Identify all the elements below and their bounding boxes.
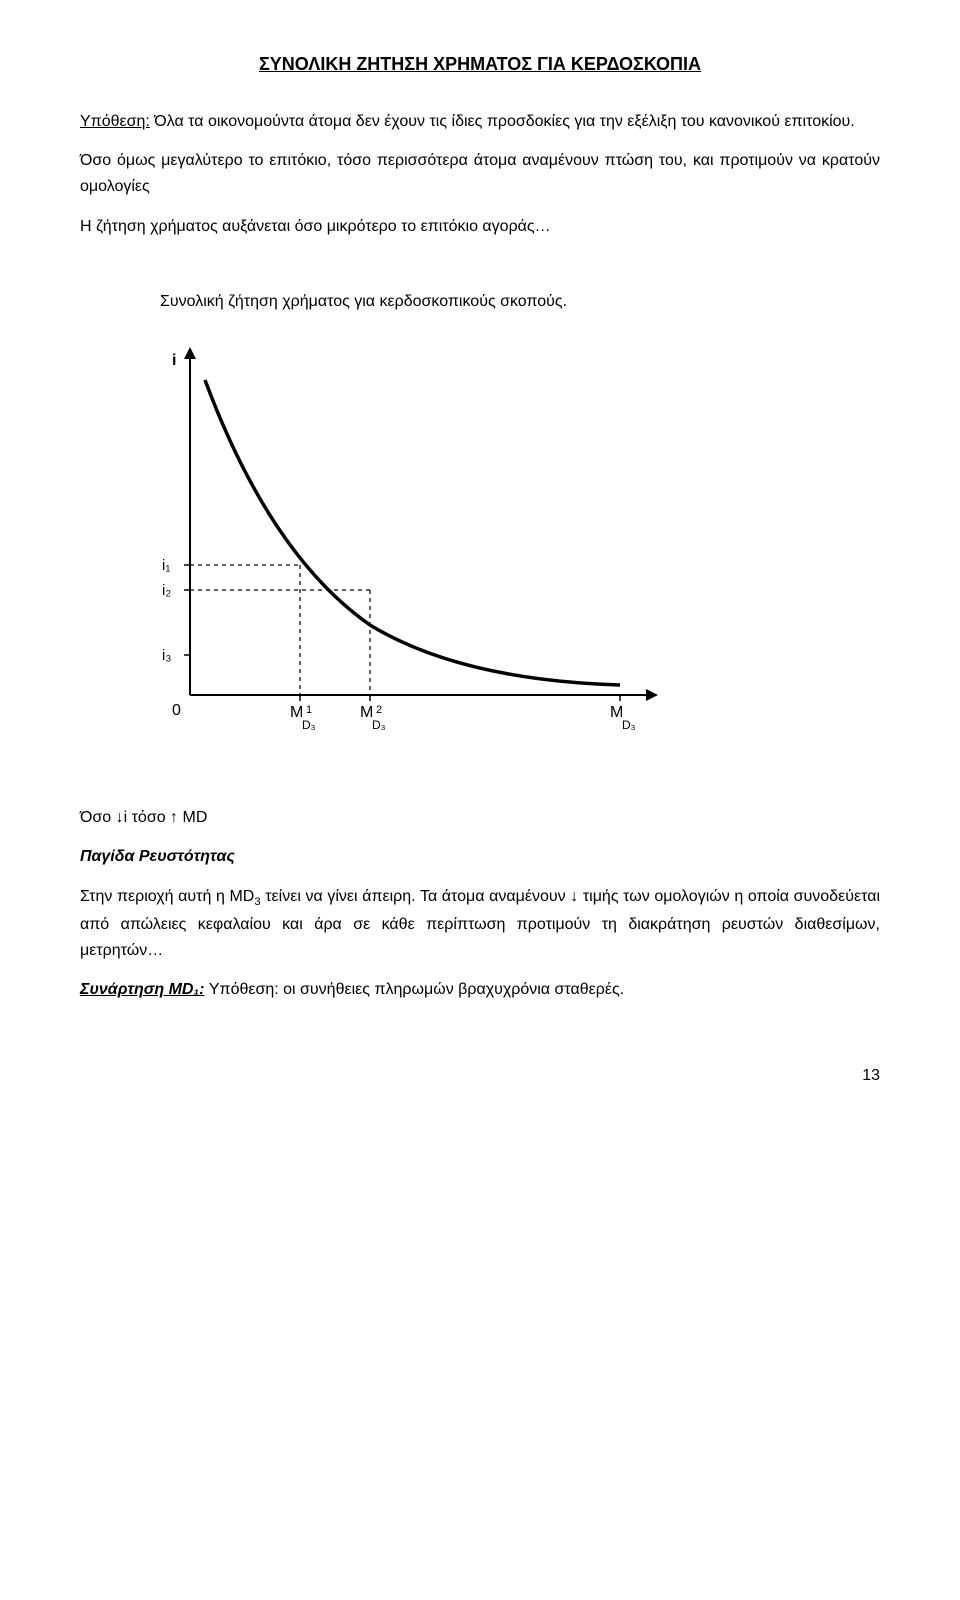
svg-text:i: i	[172, 352, 176, 369]
svg-text:D₃: D₃	[622, 718, 636, 732]
function-text: Υπόθεση: οι συνήθειες πληρωμών βραχυχρόν…	[204, 981, 624, 998]
paragraph-2: Όσο όμως μεγαλύτερο το επιτόκιο, τόσο πε…	[80, 148, 880, 199]
svg-text:2: 2	[376, 704, 382, 716]
document-title: ΣΥΝΟΛΙΚΗ ΖΗΤΗΣΗ ΧΡΗΜΑΤΟΣ ΓΙΑ ΚΕΡΔΟΣΚΟΠΙΑ	[80, 50, 880, 79]
svg-text:i₁: i₁	[162, 557, 170, 574]
svg-text:1: 1	[306, 704, 312, 716]
hypothesis-text: Όλα τα οικονομούντα άτομα δεν έχουν τις …	[150, 113, 855, 130]
svg-text:D₃: D₃	[302, 718, 316, 732]
paragraph-3: Η ζήτηση χρήματος αυξάνεται όσο μικρότερ…	[80, 214, 880, 240]
trap-text-1: Στην περιοχή αυτή η MD	[80, 888, 254, 905]
page-number: 13	[80, 1063, 880, 1089]
svg-text:i₃: i₃	[162, 647, 171, 664]
trap-paragraph: Στην περιοχή αυτή η MD3 τείνει να γίνει …	[80, 884, 880, 963]
svg-text:0: 0	[172, 702, 181, 719]
chart-container: Συνολική ζήτηση χρήματος για κερδοσκοπικ…	[120, 289, 880, 755]
svg-text:D₃: D₃	[372, 718, 386, 732]
relation-text: Όσο ↓i τόσο ↑ MD	[80, 805, 880, 831]
function-paragraph: Συνάρτηση MD₁: Υπόθεση: οι συνήθειες πλη…	[80, 977, 880, 1003]
function-heading: Συνάρτηση MD₁:	[80, 981, 204, 998]
hypothesis-paragraph: Υπόθεση: Όλα τα οικονομούντα άτομα δεν έ…	[80, 109, 880, 135]
demand-curve-chart: i0i₁i₂i₃M1D₃M2D₃MD₃	[120, 325, 680, 755]
hypothesis-label: Υπόθεση:	[80, 113, 150, 130]
trap-heading: Παγίδα Ρευστότητας	[80, 844, 880, 870]
svg-text:i₂: i₂	[162, 582, 171, 599]
chart-title: Συνολική ζήτηση χρήματος για κερδοσκοπικ…	[160, 289, 880, 315]
